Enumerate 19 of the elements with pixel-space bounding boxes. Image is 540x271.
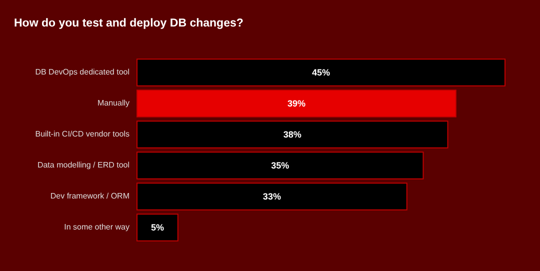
data-label: 35% [271,160,290,170]
y-tick-label: DB DevOps dedicated tool [35,68,130,76]
bar [136,120,448,148]
data-label: 39% [287,98,306,108]
data-label: 33% [262,192,281,202]
bar [136,58,506,86]
bar [136,90,456,118]
data-label: 45% [312,68,330,78]
chart-title: How do you test and deploy DB changes? [14,18,244,30]
y-tick-label: Built-in CI/CD vendor tools [35,130,130,138]
bar [136,214,178,242]
bar [136,182,408,210]
data-label: 5% [150,222,164,232]
y-tick-label: Manually [97,98,130,108]
y-tick-label: Dev framework / ORM [50,192,130,200]
y-tick-label: In some other way [64,222,130,232]
y-tick-label: Data modelling / ERD tool [37,160,130,170]
data-label: 38% [283,130,302,140]
bar [136,152,424,180]
